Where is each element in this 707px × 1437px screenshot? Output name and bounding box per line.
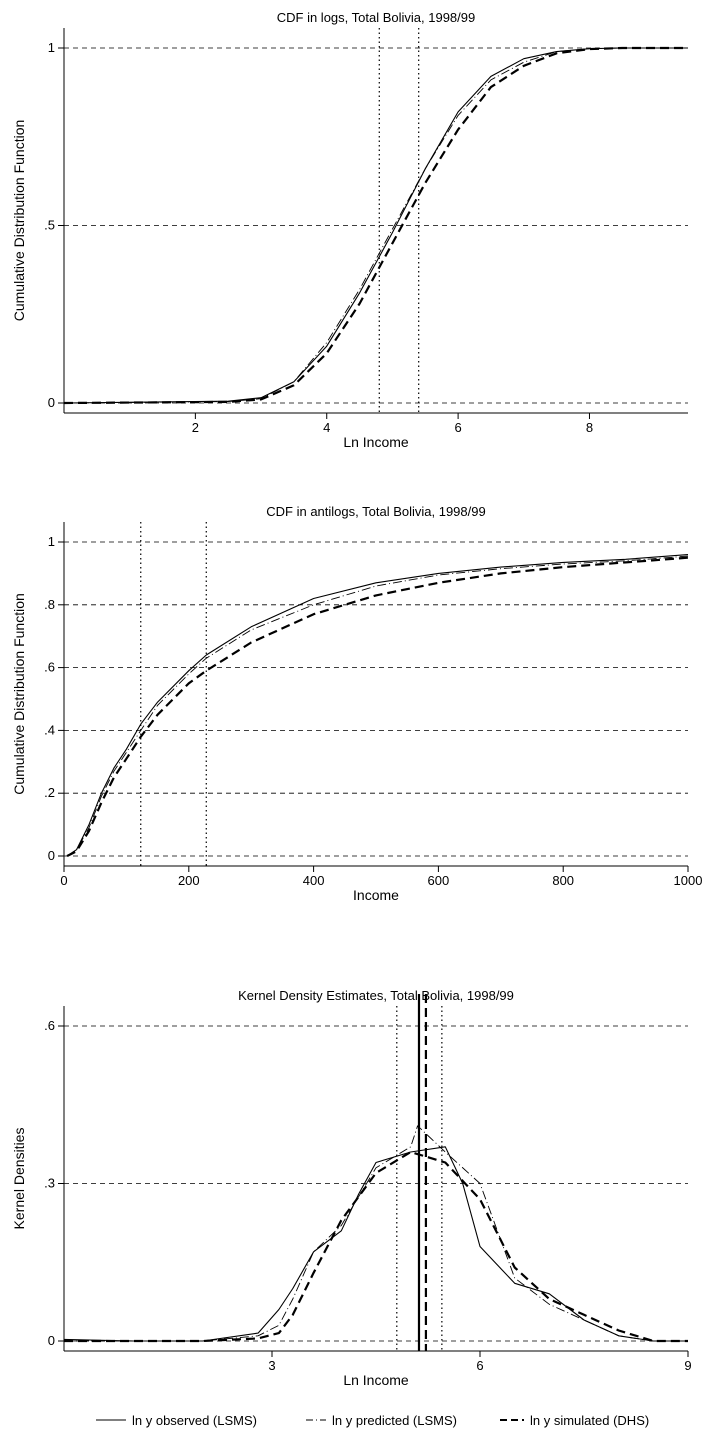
chart-1: CDF in logs, Total Bolivia, 1998/99 0 .5 1 2… <box>11 10 688 450</box>
x-tick-label: 600 <box>428 873 450 888</box>
legend-item-predicted: ln y predicted (LSMS) <box>306 1410 457 1430</box>
legend-item-observed: ln y observed (LSMS) <box>96 1410 257 1430</box>
series-line-dashed <box>66 556 689 857</box>
legend-swatch-dashed <box>500 1419 524 1421</box>
x-tick-label: 800 <box>552 873 574 888</box>
legend-swatch-solid <box>96 1419 126 1421</box>
series-line-dashdot <box>66 555 689 857</box>
chart-title: CDF in logs, Total Bolivia, 1998/99 <box>277 10 475 25</box>
x-tick-label: 400 <box>303 873 325 888</box>
chart-3: Kernel Density Estimates, Total Bolivia,… <box>11 988 692 1388</box>
x-tick-label: 4 <box>323 420 330 435</box>
y-tick-label: 0 <box>48 395 55 410</box>
chart-title: Kernel Density Estimates, Total Bolivia,… <box>238 988 514 1003</box>
legend-label-simulated: ln y simulated (DHS) <box>530 1412 650 1428</box>
x-tick-label: 6 <box>454 420 461 435</box>
series-line-dashed <box>63 46 688 405</box>
y-tick-label: .8 <box>44 597 55 612</box>
y-tick-label: .2 <box>44 785 55 800</box>
y-tick-label: 0 <box>48 848 55 863</box>
chart-title: CDF in antilogs, Total Bolivia, 1998/99 <box>266 504 485 519</box>
x-axis-label: Ln Income <box>343 1372 409 1388</box>
y-tick-label: .6 <box>44 1018 55 1033</box>
legend-swatch-dashdot <box>306 1419 326 1421</box>
series-line-dashed <box>64 1150 688 1343</box>
legend-label-observed: ln y observed (LSMS) <box>132 1412 257 1428</box>
y-tick-label: 1 <box>48 534 55 549</box>
y-axis-label: Cumulative Distribution Function <box>11 120 27 322</box>
y-tick-label: .3 <box>44 1176 55 1191</box>
series-line-dashdot <box>64 1125 688 1342</box>
x-tick-label: 2 <box>192 420 199 435</box>
series-line-dashdot <box>63 47 688 404</box>
y-tick-label: 0 <box>48 1333 55 1348</box>
y-tick-label: .4 <box>44 722 55 737</box>
x-axis-label: Income <box>353 887 399 903</box>
y-tick-label: .6 <box>44 660 55 675</box>
x-tick-label: 8 <box>586 420 593 435</box>
x-tick-label: 1000 <box>674 873 703 888</box>
x-tick-label: 0 <box>60 873 67 888</box>
x-tick-label: 200 <box>178 873 200 888</box>
y-axis-label: Cumulative Distribution Function <box>11 593 27 795</box>
series-line-solid <box>63 1146 688 1342</box>
y-tick-label: 1 <box>48 40 55 55</box>
x-axis-label: Ln Income <box>343 434 409 450</box>
legend-label-predicted: ln y predicted (LSMS) <box>332 1412 457 1428</box>
legend-item-simulated: ln y simulated (DHS) <box>500 1410 649 1430</box>
x-tick-label: 6 <box>476 1358 483 1373</box>
series-line-solid <box>66 554 689 857</box>
legend: ln y observed (LSMS) ln y predicted (LSM… <box>0 1410 707 1430</box>
x-tick-label: 9 <box>684 1358 691 1373</box>
chart-2: CDF in antilogs, Total Bolivia, 1998/99 0… <box>11 504 702 903</box>
x-tick-label: 3 <box>268 1358 275 1373</box>
y-tick-label: .5 <box>44 218 55 233</box>
y-axis-label: Kernel Densities <box>11 1128 27 1230</box>
